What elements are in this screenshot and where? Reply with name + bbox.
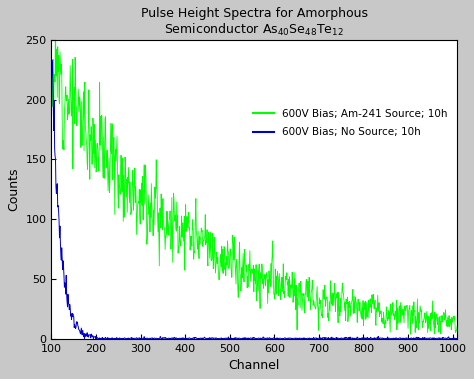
Legend: 600V Bias; Am-241 Source; 10h, 600V Bias; No Source; 10h: 600V Bias; Am-241 Source; 10h, 600V Bias… [249, 105, 452, 141]
Y-axis label: Counts: Counts [7, 168, 20, 211]
Title: Pulse Height Spectra for Amorphous
Semiconductor As$_{40}$Se$_{48}$Te$_{12}$: Pulse Height Spectra for Amorphous Semic… [141, 7, 368, 38]
X-axis label: Channel: Channel [228, 359, 280, 372]
